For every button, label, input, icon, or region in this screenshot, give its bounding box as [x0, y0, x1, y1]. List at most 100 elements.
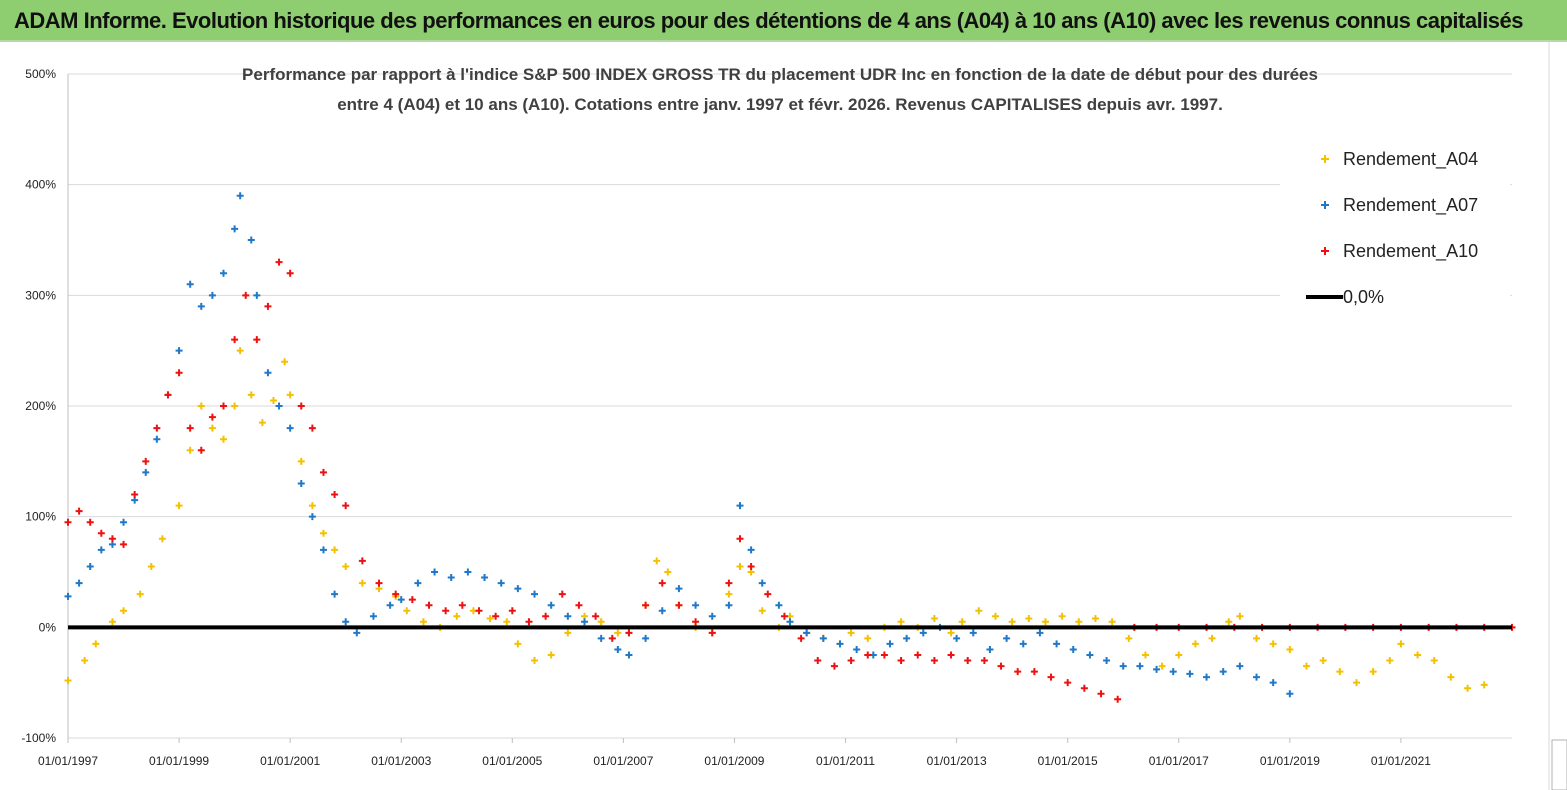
x-tick-label: 01/01/2005 [482, 754, 542, 768]
data-point [1053, 640, 1061, 648]
y-tick-label: 0% [39, 620, 57, 634]
data-point [136, 590, 144, 598]
data-point [919, 629, 927, 637]
data-point [308, 502, 316, 510]
data-point [625, 629, 633, 637]
data-point [375, 579, 383, 587]
data-point [1269, 640, 1277, 648]
data-point [597, 634, 605, 642]
data-point [120, 607, 128, 615]
data-point [392, 590, 400, 598]
legend-marker [1321, 247, 1329, 255]
data-point [592, 612, 600, 620]
data-point [264, 369, 272, 377]
chart-title: Performance par rapport à l'indice S&P 5… [242, 65, 1318, 114]
data-point [1464, 684, 1472, 692]
data-point [92, 640, 100, 648]
data-point [453, 612, 461, 620]
data-point [725, 601, 733, 609]
data-point [1369, 668, 1377, 676]
data-point [964, 657, 972, 665]
data-point [353, 629, 361, 637]
data-point [486, 614, 494, 622]
data-point [1086, 651, 1094, 659]
data-point [692, 618, 700, 626]
data-point [242, 291, 250, 299]
data-point [220, 402, 228, 410]
data-point [980, 657, 988, 665]
data-point [642, 634, 650, 642]
x-tick-label: 01/01/2007 [593, 754, 653, 768]
data-point [675, 585, 683, 593]
data-point [531, 590, 539, 598]
data-point [64, 518, 72, 526]
data-point [930, 614, 938, 622]
data-point [775, 601, 783, 609]
data-point [747, 562, 755, 570]
data-point [208, 291, 216, 299]
data-point [1414, 651, 1422, 659]
data-point [253, 336, 261, 344]
data-point [1153, 665, 1161, 673]
data-point [186, 280, 194, 288]
data-point [158, 535, 166, 543]
data-point [1008, 618, 1016, 626]
data-point [175, 347, 183, 355]
header-banner: ADAM Informe. Evolution historique des p… [0, 0, 1567, 42]
x-tick-label: 01/01/2019 [1260, 754, 1320, 768]
data-point [664, 568, 672, 576]
data-point [358, 557, 366, 565]
data-point [186, 424, 194, 432]
data-point [736, 535, 744, 543]
data-point [930, 657, 938, 665]
data-point [386, 601, 394, 609]
data-point [1030, 668, 1038, 676]
data-point [1219, 668, 1227, 676]
legend-marker [1321, 155, 1329, 163]
scrollbar-corner[interactable] [1551, 739, 1567, 790]
y-tick-label: -100% [21, 731, 56, 745]
data-point [880, 651, 888, 659]
data-point [1080, 684, 1088, 692]
data-point [531, 657, 539, 665]
data-point [208, 413, 216, 421]
data-point [864, 651, 872, 659]
data-point [497, 579, 505, 587]
data-point [408, 596, 416, 604]
y-tick-label: 400% [25, 178, 56, 192]
data-point [1114, 695, 1122, 703]
data-point [1175, 651, 1183, 659]
data-point [142, 468, 150, 476]
data-point [786, 618, 794, 626]
data-point [147, 562, 155, 570]
data-point [231, 336, 239, 344]
legend-marker [1321, 201, 1329, 209]
data-point [1225, 618, 1233, 626]
data-point [164, 391, 172, 399]
data-point [847, 657, 855, 665]
data-point [197, 302, 205, 310]
data-point [547, 651, 555, 659]
data-point [281, 358, 289, 366]
legend-label: 0,0% [1343, 287, 1384, 307]
series-rendement-a07 [64, 192, 1294, 698]
data-point [342, 562, 350, 570]
data-point [1158, 662, 1166, 670]
data-point [658, 607, 666, 615]
data-point [425, 601, 433, 609]
data-point [564, 612, 572, 620]
data-point [542, 612, 550, 620]
data-point [447, 574, 455, 582]
data-point [186, 446, 194, 454]
data-point [208, 424, 216, 432]
data-point [220, 435, 228, 443]
data-point [1253, 634, 1261, 642]
data-point [458, 601, 466, 609]
data-point [464, 568, 472, 576]
data-point [1303, 662, 1311, 670]
chart-title-line-2: entre 4 (A04) et 10 ans (A10). Cotations… [337, 95, 1223, 114]
data-point [780, 612, 788, 620]
data-point [331, 590, 339, 598]
data-point [708, 612, 716, 620]
data-point [442, 607, 450, 615]
